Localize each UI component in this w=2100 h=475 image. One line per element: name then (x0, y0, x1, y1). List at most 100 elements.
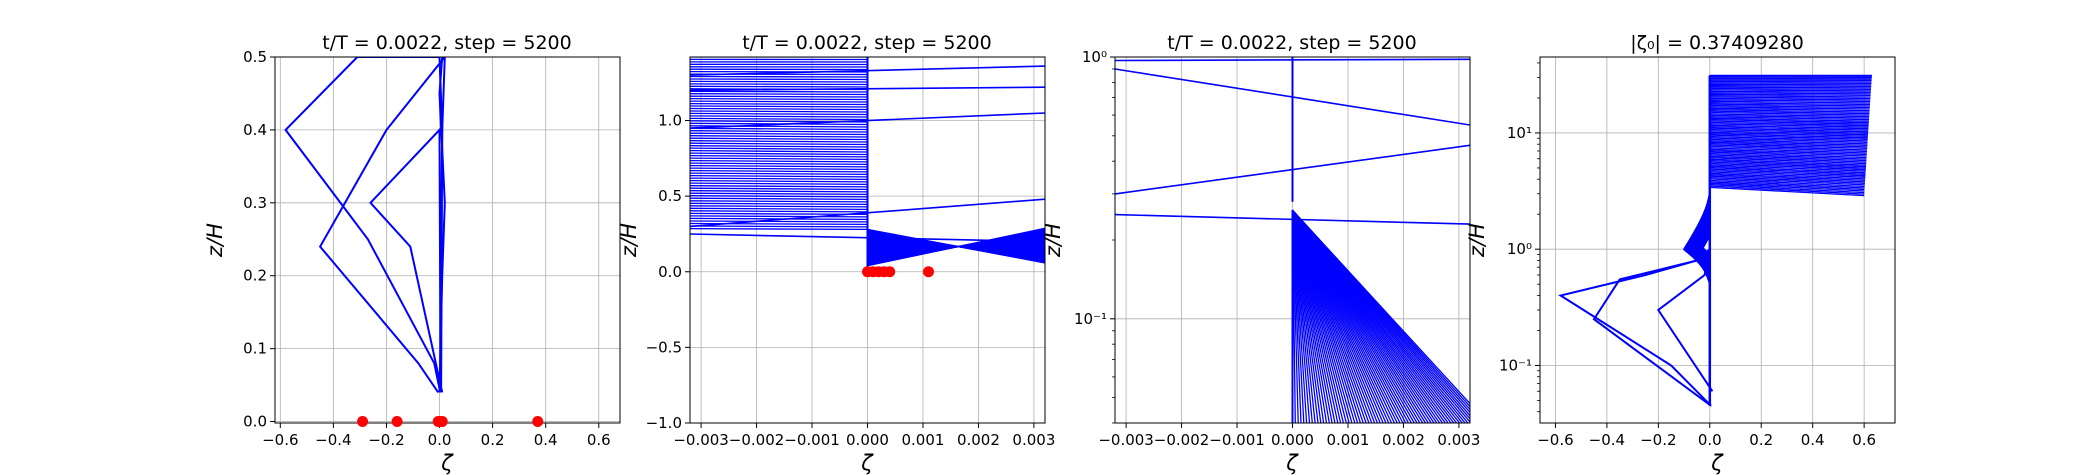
xtick-label-4: 0.001 (1326, 431, 1369, 449)
ytick-label-1: 10⁰ (1507, 240, 1532, 258)
xtick-label-6: 0.6 (1852, 431, 1876, 449)
panel-1-xlabel: ζ (440, 451, 454, 475)
upper-line-8 (690, 207, 868, 211)
xtick-label-5: 0.4 (534, 431, 558, 449)
xtick-label-5: 0.4 (1801, 431, 1825, 449)
upper-line-59 (690, 80, 868, 83)
ytick-label-4: 1.0 (658, 112, 682, 130)
xtick-label-6: 0.003 (1012, 431, 1055, 449)
upper-line-18 (690, 182, 868, 186)
xtick-label-3: 0.0 (1698, 431, 1722, 449)
upper-line-50 (690, 102, 868, 106)
upper-line-11 (690, 200, 868, 203)
marker-point-4 (884, 266, 896, 278)
upper-line-3 (690, 220, 868, 223)
panel-1-ticks: −0.6 −0.4 −0.2 0.0 0.2 0.4 0.6 0.0 0.1 0.2 0.3 0.4 0… (243, 48, 611, 449)
panel-1: −0.6 −0.4 −0.2 0.0 0.2 0.4 0.6 0.0 0.1 0.2 0.3 0.4 0… (203, 32, 621, 475)
upper-line-7 (690, 210, 868, 213)
xtick-label-6: 0.6 (587, 431, 611, 449)
panel-3-ylabel: z/H (1041, 223, 1065, 258)
xtick-label-5: 0.002 (957, 431, 1000, 449)
upper-line-40 (690, 127, 868, 131)
upper-line-44 (690, 117, 868, 121)
upper-line-1 (690, 225, 868, 228)
ytick-label-0: 10⁻¹ (1074, 310, 1107, 328)
ytick-label-1: −0.5 (646, 338, 682, 356)
upper-line-22 (690, 172, 868, 176)
long-line-0 (1115, 213, 1470, 225)
upper-line-46 (690, 112, 868, 116)
upper-line-33 (690, 145, 868, 148)
panel-2-ylabel: z/H (617, 223, 641, 258)
xtick-label-3: 0.000 (846, 431, 889, 449)
panel-2-ticks: −0.003 −0.002 −0.001 0.000 0.001 0.002 0.003 −1… (646, 112, 1056, 449)
xtick-label-0: −0.6 (1537, 431, 1573, 449)
upper-line-29 (690, 154, 868, 158)
xtick-label-2: −0.2 (1640, 431, 1676, 449)
upper-line-15 (690, 190, 868, 193)
marker-point-5 (923, 266, 935, 278)
upper-line-19 (690, 179, 868, 183)
ytick-label-4: 0.4 (243, 121, 267, 139)
xtick-label-5: 0.002 (1382, 431, 1425, 449)
xtick-label-0: −0.003 (1098, 431, 1154, 449)
marker-point-4 (436, 416, 448, 428)
ytick-label-2: 0.2 (243, 267, 267, 285)
ytick-label-1: 0.1 (243, 340, 267, 358)
upper-line-52 (690, 97, 868, 101)
xtick-label-1: −0.002 (1154, 431, 1210, 449)
upper-line-58 (690, 83, 868, 86)
upper-line-48 (690, 107, 868, 111)
lower-line-69 (1292, 209, 1470, 405)
long-line-4 (690, 65, 1045, 76)
panel-1-ylabel: z/H (203, 223, 227, 258)
upper-line-5 (690, 215, 868, 218)
upper-line-26 (690, 162, 868, 166)
panel-1-grid (275, 56, 620, 423)
ytick-label-2: 10¹ (1507, 124, 1532, 142)
panel-2-plot (690, 57, 1045, 269)
long-line-1 (1115, 144, 1470, 195)
panel-3-ticks: −0.003 −0.002 −0.001 0.000 0.001 0.002 0.003 10… (1074, 48, 1480, 449)
xtick-label-4: 0.2 (481, 431, 505, 449)
long-line-2 (1115, 68, 1470, 126)
upper-line-16 (690, 187, 868, 191)
upper-line-27 (690, 159, 868, 163)
upper-line-25 (690, 164, 868, 168)
ytick-label-2: 0.0 (658, 263, 682, 281)
upper-line-10 (690, 202, 868, 206)
panel-3: −0.003 −0.002 −0.001 0.000 0.001 0.002 0.003 10… (1041, 32, 1480, 475)
upper-line-38 (690, 132, 868, 136)
xtick-label-2: −0.001 (1209, 431, 1265, 449)
upper-line-37 (690, 135, 868, 138)
lower-line-69 (867, 227, 1045, 267)
ytick-label-3: 0.5 (658, 187, 682, 205)
upper-line-60 (690, 78, 868, 81)
panel-3-xlabel: ζ (1285, 451, 1299, 475)
upper-line-35 (690, 140, 868, 143)
xtick-label-2: −0.2 (368, 431, 404, 449)
ytick-label-0: −1.0 (646, 414, 682, 432)
upper-line-53 (690, 95, 868, 98)
upper-line-24 (690, 167, 868, 171)
upper-line-55 (690, 90, 868, 93)
long-line-2 (690, 112, 1045, 129)
xtick-label-0: −0.6 (262, 431, 298, 449)
xtick-label-1: −0.4 (1589, 431, 1625, 449)
xtick-label-4: 0.001 (901, 431, 944, 449)
panel-3-plot (1115, 57, 1470, 423)
ytick-label-3: 0.3 (243, 194, 267, 212)
upper-line-49 (690, 105, 868, 108)
marker-point-1 (391, 416, 403, 428)
upper-line-17 (690, 185, 868, 188)
marker-point-5 (532, 416, 544, 428)
upper-line-36 (690, 137, 868, 141)
ytick-label-1: 10⁰ (1082, 48, 1107, 66)
upper-line-12 (690, 197, 868, 201)
long-line-1 (690, 198, 1045, 228)
upper-line-41 (690, 125, 868, 128)
ytick-label-0: 0.0 (243, 413, 267, 431)
panel-4-ticks: −0.6 −0.4 −0.2 0.0 0.2 0.4 0.6 10⁻¹ 10⁰ 10¹ (1499, 62, 1876, 449)
xtick-label-1: −0.4 (315, 431, 351, 449)
